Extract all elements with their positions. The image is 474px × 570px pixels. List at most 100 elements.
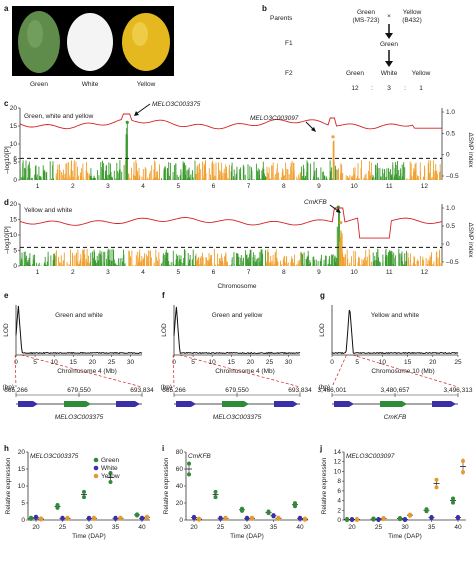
ytick-left-label: 5 bbox=[13, 159, 17, 166]
xtick-label: 35 bbox=[428, 524, 436, 531]
xtick-label: 5 bbox=[33, 359, 37, 366]
data-point bbox=[113, 516, 118, 521]
gene-arrow bbox=[432, 401, 456, 407]
legend-label: White bbox=[101, 465, 118, 472]
lod-curve bbox=[15, 305, 143, 355]
xtick-label: 0 bbox=[14, 359, 18, 366]
chromosome-tick-label: 5 bbox=[176, 183, 180, 190]
gene-name-label: MELO3C003375 bbox=[55, 414, 104, 421]
gene-name-label: CmKFB bbox=[384, 414, 407, 421]
data-point bbox=[135, 513, 139, 518]
chromosome-tick-label: 5 bbox=[176, 269, 180, 276]
coordinate-label: 3,466,001 bbox=[318, 387, 347, 394]
xtick-label: 15 bbox=[228, 359, 236, 366]
arrow-icon bbox=[336, 208, 341, 213]
ratio-white: 3 bbox=[387, 85, 391, 92]
ylabel: Relative expression bbox=[321, 457, 328, 514]
ytick-left-label: 10 bbox=[10, 141, 18, 148]
chromosome-tick-label: 12 bbox=[421, 269, 429, 276]
xtick-label: 30 bbox=[401, 524, 409, 531]
chromosome-tick-label: 10 bbox=[350, 183, 358, 190]
data-point bbox=[82, 495, 86, 500]
chromosome-tick-label: 11 bbox=[386, 269, 393, 276]
snp-index-line bbox=[19, 113, 442, 130]
ytick-label: 8 bbox=[337, 478, 341, 485]
xtick-label: 25 bbox=[375, 524, 383, 531]
yellow-fruit bbox=[122, 13, 170, 71]
parents-label: Parents bbox=[270, 15, 293, 22]
data-point bbox=[266, 511, 271, 516]
data-point bbox=[39, 517, 43, 522]
data-point bbox=[60, 516, 65, 521]
data-point bbox=[245, 516, 249, 521]
data-point bbox=[350, 518, 354, 522]
ytick-label: 20 bbox=[18, 449, 26, 456]
data-point bbox=[82, 489, 86, 494]
data-point bbox=[55, 502, 60, 507]
xtick-label: 20 bbox=[89, 359, 97, 366]
parent2-label: Yellow bbox=[403, 9, 422, 16]
zoom-line bbox=[172, 354, 175, 388]
xtick-label: 30 bbox=[127, 359, 135, 366]
xlabel-d: Chromosome bbox=[217, 283, 256, 290]
lod-panels: e Green and white LOD 0 5 10 15 20 25 30 Chromosom… bbox=[2, 291, 472, 421]
chromosome-tick-label: 3 bbox=[106, 183, 110, 190]
unit-label: (bp) bbox=[318, 384, 330, 391]
chromosome-tick-label: 1 bbox=[36, 269, 40, 276]
chromosome-tick-label: 2 bbox=[71, 269, 75, 276]
panel-c-letter: c bbox=[4, 99, 9, 108]
f2-class-white: White bbox=[381, 70, 398, 77]
data-point bbox=[276, 516, 281, 521]
ylabel-right-d: ΔSNP index bbox=[467, 223, 474, 259]
data-point bbox=[187, 461, 191, 466]
data-point bbox=[434, 477, 439, 482]
ytick-label: 14 bbox=[334, 449, 342, 456]
xtick-label: 25 bbox=[108, 359, 116, 366]
ytick-label: 2 bbox=[337, 507, 341, 514]
xtick-label: 15 bbox=[404, 359, 412, 366]
chromosome-tick-label: 4 bbox=[141, 269, 145, 276]
data-point bbox=[355, 518, 359, 522]
snp-index-line bbox=[19, 207, 443, 239]
ytick-label: 60 bbox=[176, 466, 184, 473]
f2-label: F2 bbox=[285, 70, 293, 77]
xtick-label: 25 bbox=[266, 359, 274, 366]
panel-letter: e bbox=[4, 291, 9, 300]
svg-text::: : bbox=[371, 85, 373, 92]
xtick-label: 15 bbox=[70, 359, 78, 366]
ytick-label: 80 bbox=[176, 449, 184, 456]
gene-arrow bbox=[64, 401, 91, 407]
f1-label: F1 bbox=[285, 40, 293, 47]
xtick-label: 40 bbox=[138, 524, 146, 531]
data-point bbox=[456, 516, 460, 521]
xtick-label: 30 bbox=[285, 359, 293, 366]
data-point bbox=[434, 485, 439, 490]
chromosome-tick-label: 2 bbox=[71, 183, 75, 190]
ratio-yellow: 1 bbox=[419, 85, 423, 92]
data-point bbox=[371, 517, 376, 522]
ylabel: Relative expression bbox=[5, 457, 12, 514]
lod-panel-f: f Green and yellow LOD 0 5 10 15 20 25 30 Chromoso… bbox=[160, 291, 312, 421]
data-point bbox=[197, 517, 201, 522]
chromosome-tick-label: 9 bbox=[317, 269, 321, 276]
data-point bbox=[461, 470, 465, 475]
legend-marker bbox=[93, 457, 99, 463]
xtick-label: 0 bbox=[330, 359, 334, 366]
data-point bbox=[345, 518, 349, 522]
data-point bbox=[429, 516, 434, 521]
coordinate-label: 665,266 bbox=[4, 387, 28, 394]
peak-point bbox=[339, 221, 343, 225]
data-point bbox=[303, 517, 307, 522]
chromosome-tick-label: 8 bbox=[282, 183, 286, 190]
ytick-label: 5 bbox=[21, 500, 25, 507]
ytick-left-label: 5 bbox=[13, 248, 17, 255]
ratio-green: 12 bbox=[351, 85, 359, 92]
data-point bbox=[108, 471, 113, 476]
lod-ylabel: LOD bbox=[319, 323, 326, 337]
zoom-line bbox=[179, 354, 301, 388]
xlabel: Time (DAP) bbox=[72, 533, 106, 540]
ytick-right-label: –0.5 bbox=[446, 259, 459, 266]
